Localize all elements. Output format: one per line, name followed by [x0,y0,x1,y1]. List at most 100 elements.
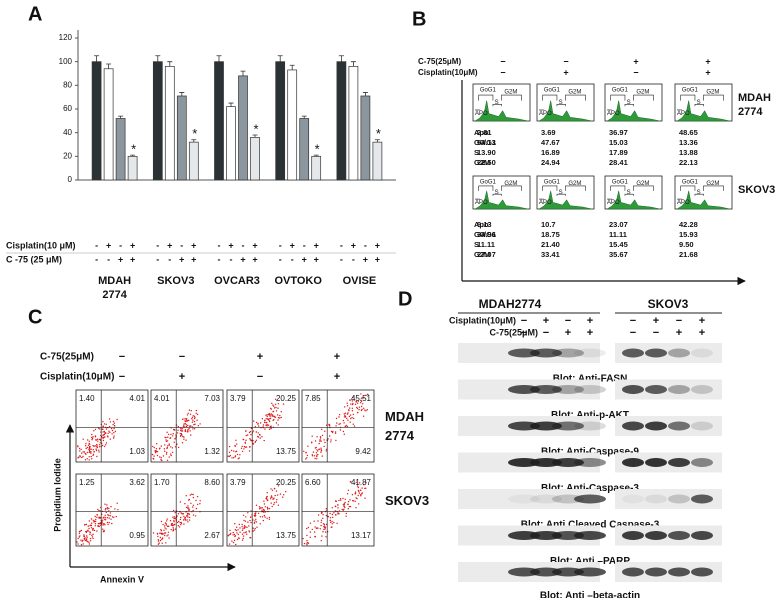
scatter-dot [280,411,282,413]
scatter-dot [315,446,317,449]
scatter-dot [192,496,195,499]
scatter-dot [229,529,231,532]
blot-band [552,567,584,577]
scatter-dot [239,531,241,533]
scatter-dot [162,523,164,526]
scatter-dot [188,409,191,411]
scatter-dot [273,407,276,409]
stat-value: 15.45 [609,240,628,249]
scatter-dot [355,481,357,484]
scatter-dot [259,422,262,424]
stat-label: Apo [474,128,489,137]
error-bar [94,55,100,62]
scatter-dot [241,450,244,453]
stat-value: 22.13 [679,158,698,167]
scatter-dot [338,499,340,502]
gate [607,94,654,111]
scatter-dot [357,486,359,489]
scatter-dot [102,528,104,530]
scatter-dot [193,420,196,423]
condition-label: C-75(25μM) [418,57,461,66]
scatter-dot [360,495,362,497]
scatter-dot [280,416,282,419]
scatter-dot [188,508,190,511]
condition-sign: − [653,327,659,339]
quadrant-value: 7.85 [305,394,321,403]
scatter-dot [349,481,351,483]
scatter-dot [345,512,347,515]
scatter-dot [103,430,106,433]
scatter-box [75,389,149,463]
blot-band [530,494,562,504]
scatter-dot [261,516,264,518]
condition-sign: + [699,327,705,339]
scatter-dot [263,514,266,517]
scatter-dot [314,440,317,442]
scatter-dot [253,420,255,422]
histogram-peak [676,100,731,122]
condition-sign: + [375,240,380,250]
scatter-dot [358,406,361,408]
scatter-dot [357,494,359,497]
significance-marker: * [253,121,258,136]
scatter-dot [197,425,199,427]
scatter-dot [257,422,259,425]
scatter-dot [259,523,261,525]
blot-label: Blot: Anti –beta-actin [540,591,640,598]
scatter-dot [98,444,101,446]
blot-band [508,421,540,431]
scatter-dot [271,414,274,416]
scatter-dot [331,520,333,523]
scatter-dot [265,496,268,498]
quadrant-value: 9.42 [355,447,371,456]
quadrant-value: 6.60 [305,478,321,487]
scatter-dot [343,508,345,510]
condition-sign: - [156,240,159,250]
scatter-dot [177,426,179,428]
scatter-dot [324,528,326,530]
bar [348,66,359,181]
bar [164,66,175,181]
gate-label: GoG1 [612,180,629,186]
scatter-dot [85,443,87,445]
scatter-dot [245,516,247,518]
scatter-dot [259,516,262,518]
scatter-dot [151,453,154,456]
gate-label: GoG1 [682,180,699,186]
gate-label: GoG1 [480,88,497,94]
scatter-dot [250,434,252,436]
stat-value: 36.97 [609,128,628,137]
scatter-dot [264,506,266,508]
scatter-dot [107,523,109,526]
scatter-dot [185,419,187,421]
blot-band [622,567,644,577]
blot-band [691,458,713,467]
scatter-dot [255,421,258,424]
scatter-dot [99,428,101,430]
blot-image [458,489,600,509]
scatter-dot [98,451,100,453]
scatter-dot [351,494,354,496]
scatter-dot [94,523,97,525]
scatter-dot [347,503,349,505]
scatter-dot [346,493,349,495]
blot-band [691,567,713,577]
scatter-dot [270,414,272,416]
stat-value: 18.75 [541,230,560,239]
scatter-dot [347,489,350,491]
gate [607,185,654,200]
scatter-dot [96,455,98,458]
scatter-dot [319,439,321,441]
scatter-dot [94,445,97,447]
scatter-dot [183,523,185,525]
scatter-dot [242,537,244,540]
scatter-dot [176,515,178,517]
scatter-dot [93,451,95,453]
scatter-dot [356,485,359,487]
scatter-dot [183,438,185,440]
scatter-dot [86,458,89,460]
scatter-dot [185,418,187,420]
scatter-dot [254,527,256,530]
blot-band [530,421,562,431]
scatter-dot [168,443,170,445]
